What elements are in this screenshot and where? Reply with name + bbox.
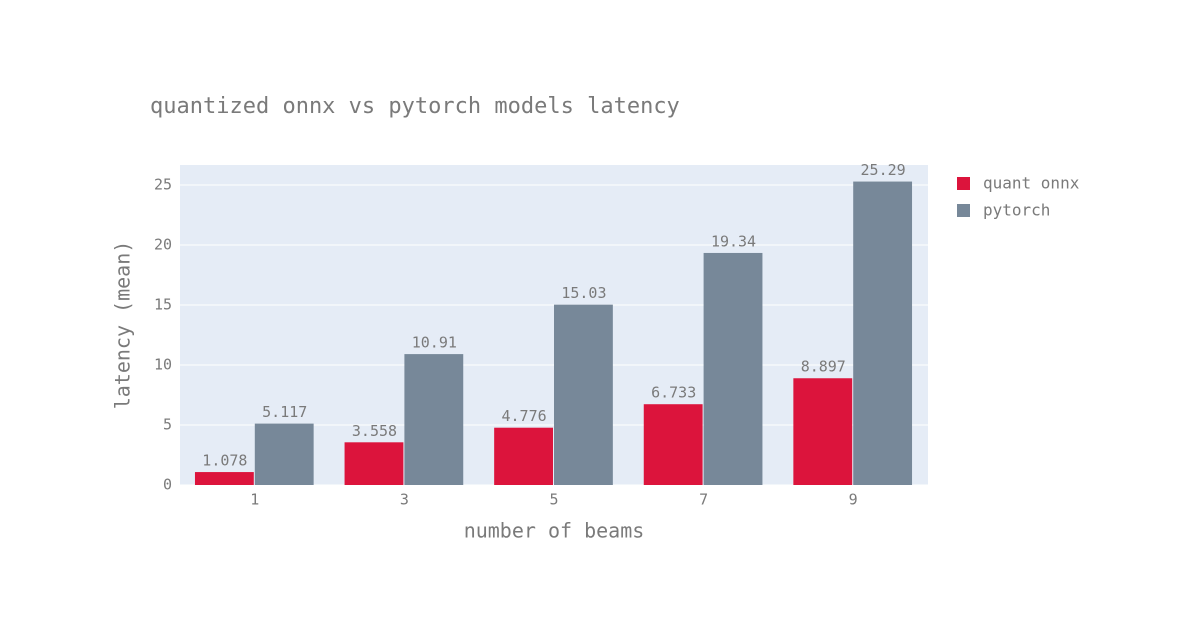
- x-tick-label: 5: [549, 491, 558, 509]
- data-label: 19.34: [711, 232, 756, 250]
- y-tick-label: 5: [163, 416, 172, 434]
- x-tick-label: 9: [849, 491, 858, 509]
- legend-label: pytorch: [983, 201, 1050, 220]
- data-label: 3.558: [352, 422, 397, 440]
- bar: [254, 423, 314, 485]
- x-axis-title: number of beams: [464, 519, 645, 543]
- chart-title: quantized onnx vs pytorch models latency: [150, 94, 680, 119]
- data-label: 10.91: [412, 334, 457, 352]
- data-label: 4.776: [502, 407, 547, 425]
- bar: [793, 378, 853, 485]
- bar: [554, 304, 613, 485]
- bar: [194, 472, 254, 485]
- y-tick-label: 10: [154, 356, 172, 374]
- bar: [853, 181, 913, 486]
- data-label: 6.733: [651, 384, 696, 402]
- bar: [703, 252, 763, 485]
- data-label: 15.03: [561, 284, 606, 302]
- legend-swatch: [957, 177, 970, 190]
- y-tick-label: 0: [163, 476, 172, 494]
- data-label: 5.117: [262, 403, 307, 421]
- legend-label: quant onnx: [983, 174, 1080, 193]
- data-label: 8.897: [801, 358, 846, 376]
- x-tick-label: 7: [699, 491, 708, 509]
- y-tick-label: 20: [154, 236, 172, 254]
- bar: [494, 427, 553, 485]
- data-label: 1.078: [202, 452, 247, 470]
- bar: [344, 442, 404, 485]
- x-tick-label: 3: [400, 491, 409, 509]
- bars: [194, 181, 913, 486]
- data-label: 25.29: [861, 161, 906, 179]
- y-tick-label: 15: [154, 296, 172, 314]
- bar: [643, 404, 703, 485]
- data-labels: 1.078 3.558 4.776 6.733 8.897 5.117 10.91 15.03…: [202, 161, 905, 470]
- legend-swatch: [957, 204, 970, 217]
- legend: quant onnx pytorch: [957, 174, 1080, 220]
- y-tick-label: 25: [154, 176, 172, 194]
- x-tick-label: 1: [250, 491, 259, 509]
- y-axis-title: latency (mean): [111, 241, 135, 410]
- bar: [404, 354, 464, 485]
